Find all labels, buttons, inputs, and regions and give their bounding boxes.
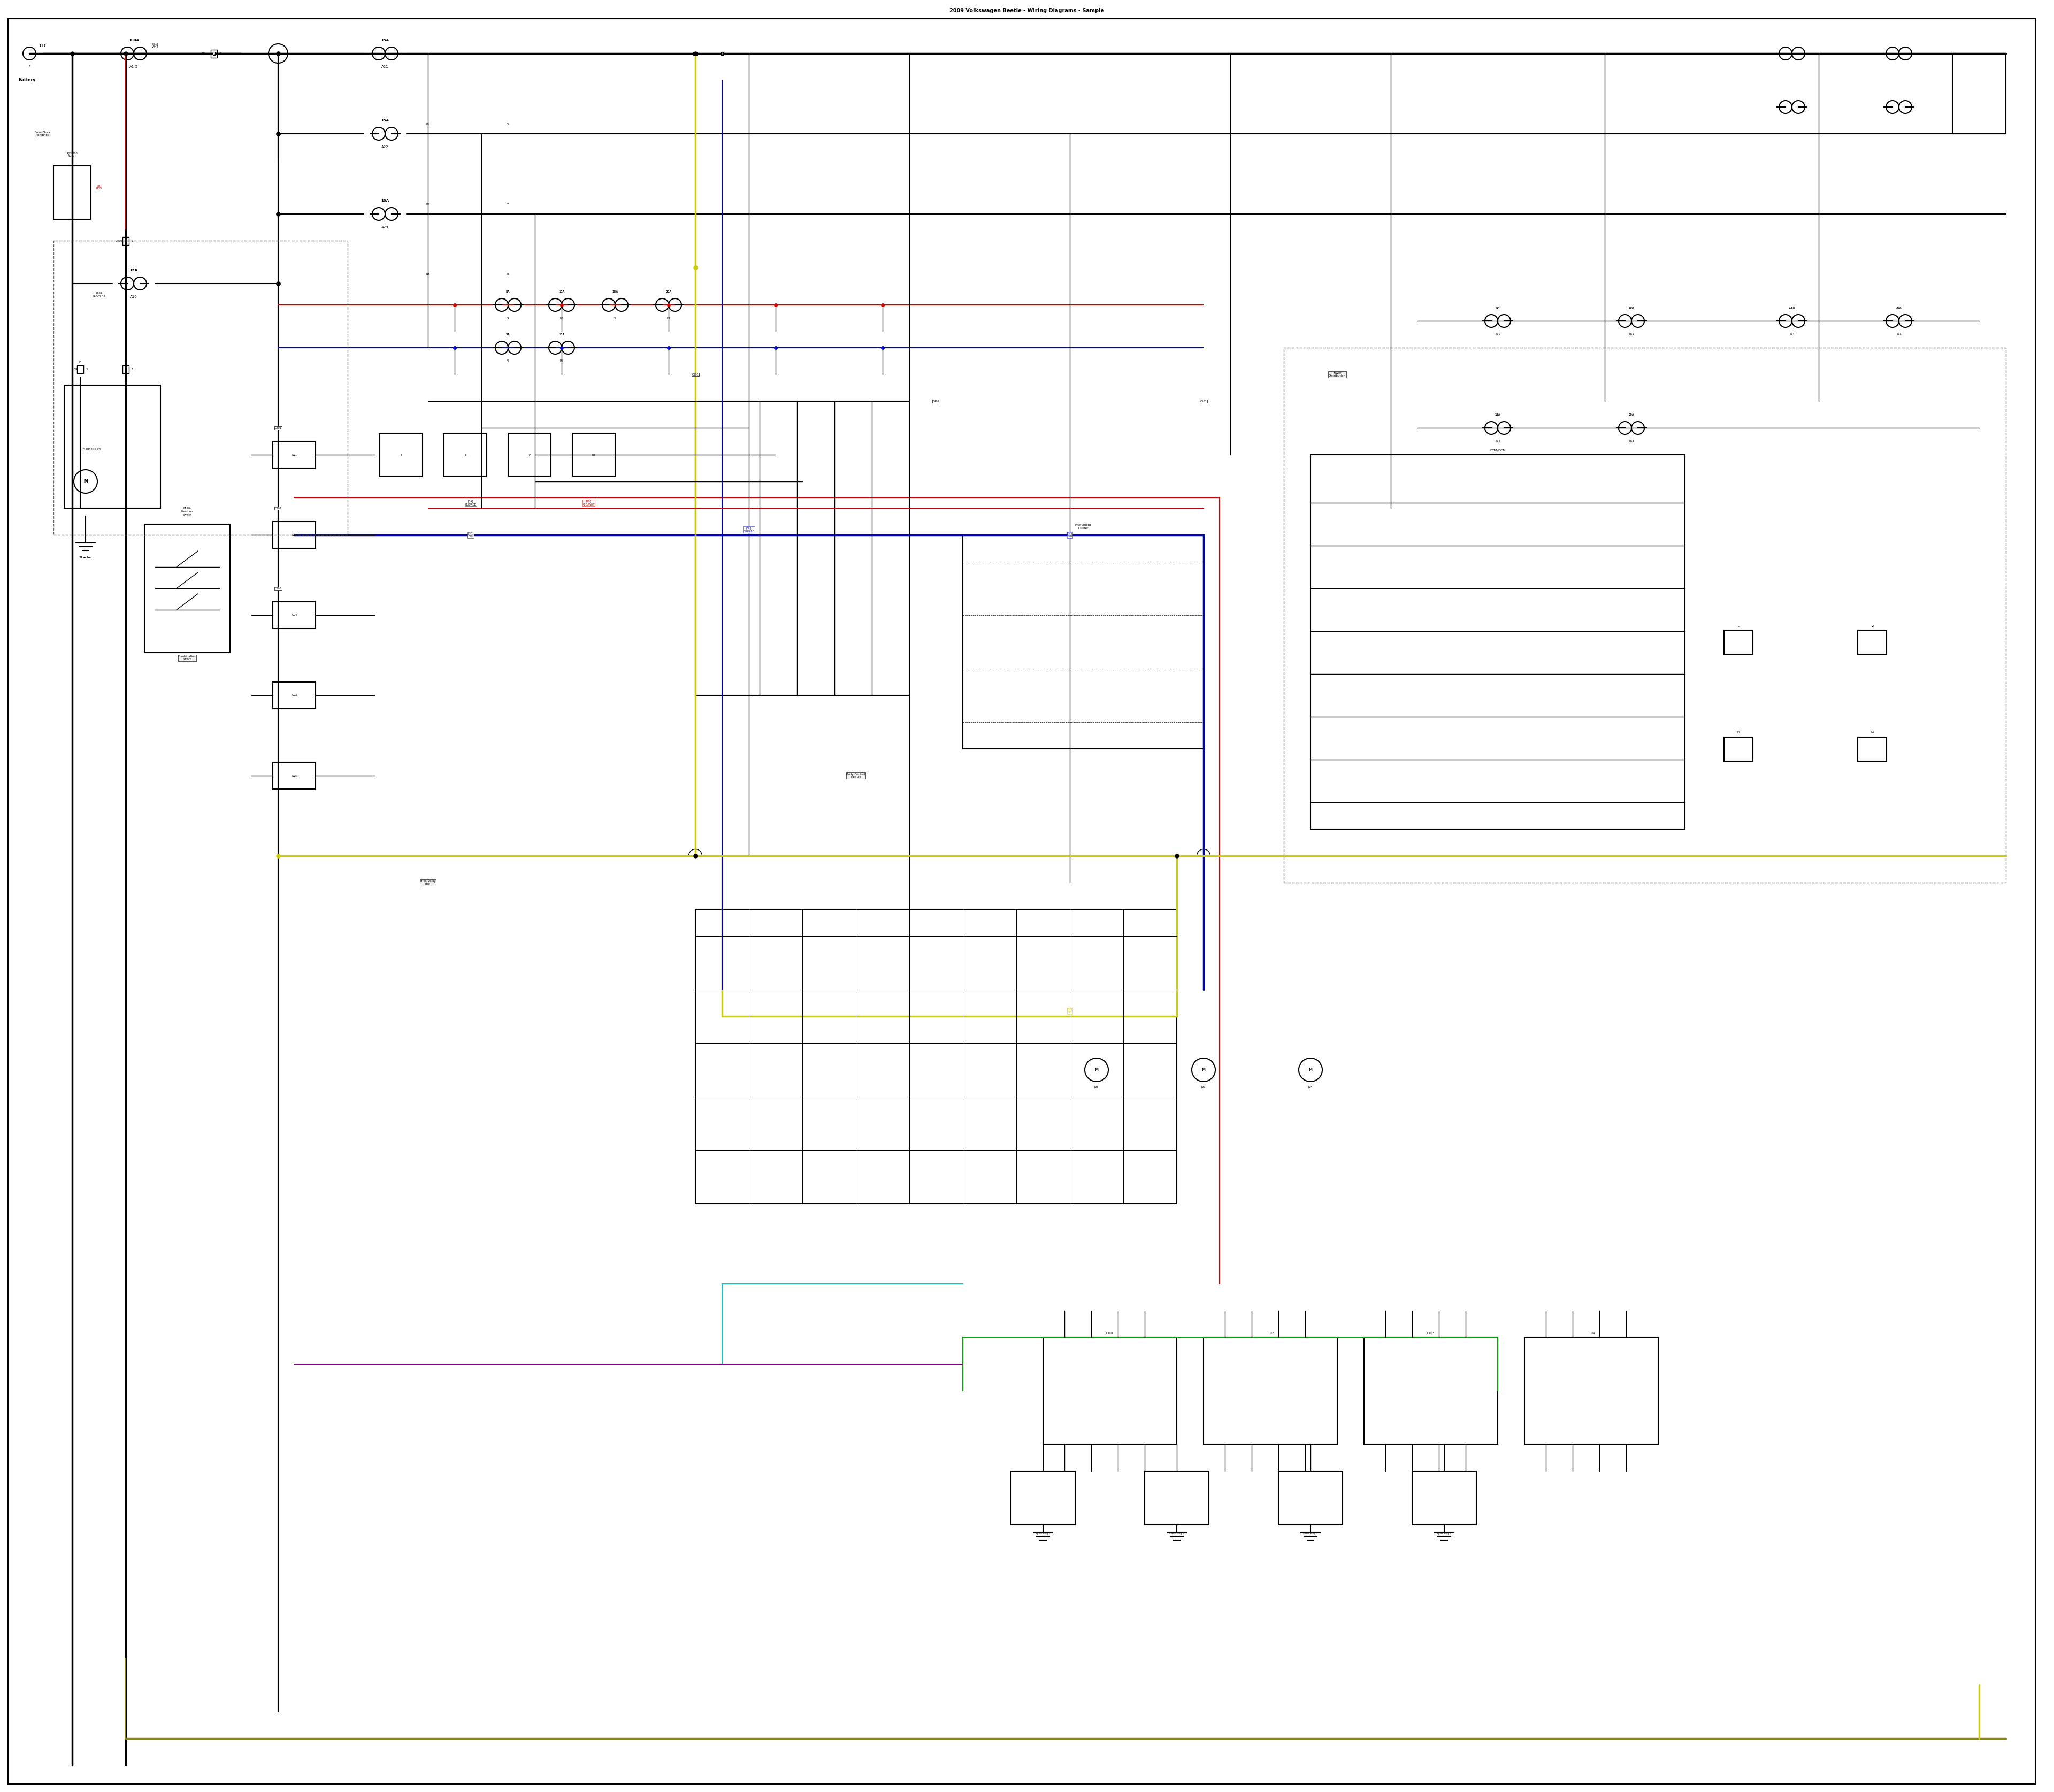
Text: F2: F2 — [561, 317, 563, 319]
Text: C501: C501 — [1200, 400, 1208, 403]
Text: Multi-
Function
Switch: Multi- Function Switch — [181, 507, 193, 516]
Text: [BF]
BLU: [BF] BLU — [1068, 532, 1072, 538]
Text: M: M — [1308, 1068, 1313, 1072]
Text: 15A: 15A — [612, 290, 618, 294]
Bar — [64, 385, 160, 509]
Bar — [1043, 1337, 1177, 1444]
Text: C201: C201 — [275, 426, 281, 430]
Text: 15A: 15A — [1495, 414, 1501, 416]
Bar — [273, 683, 316, 710]
Text: 20A: 20A — [1629, 414, 1635, 416]
Text: C301: C301 — [692, 373, 698, 376]
Text: S: S — [125, 360, 127, 364]
Text: A1-5: A1-5 — [129, 65, 138, 68]
Text: R4: R4 — [1871, 731, 1873, 735]
Text: 15A: 15A — [382, 118, 388, 122]
Text: (+): (+) — [39, 43, 45, 47]
Text: F1: F1 — [507, 317, 509, 319]
Text: [E1]
WHT: [E1] WHT — [152, 43, 158, 48]
Text: 15A: 15A — [382, 38, 388, 41]
Bar — [78, 366, 84, 373]
Text: Fuse/Relay
Box: Fuse/Relay Box — [419, 880, 435, 885]
Text: [BB]
RED/WHT: [BB] RED/WHT — [581, 500, 596, 505]
Text: B15: B15 — [1896, 333, 1902, 335]
Text: Spark Plug 3: Spark Plug 3 — [1302, 1532, 1319, 1534]
Text: SW2: SW2 — [292, 534, 298, 536]
Text: [BC]
BLU/RED: [BC] BLU/RED — [744, 527, 754, 532]
Bar — [1364, 1337, 1497, 1444]
Text: C104: C104 — [1588, 1331, 1596, 1335]
Bar — [696, 909, 1177, 1204]
Text: B6: B6 — [507, 272, 509, 276]
Text: SW4: SW4 — [292, 694, 298, 697]
Bar — [444, 434, 487, 477]
Text: B13: B13 — [1629, 439, 1635, 443]
Text: SW1: SW1 — [292, 453, 298, 455]
Text: B10: B10 — [1495, 333, 1499, 335]
Text: [BA]
BLK/RED: [BA] BLK/RED — [464, 500, 477, 505]
Text: M: M — [84, 478, 88, 484]
Text: B: B — [80, 360, 82, 364]
Text: B12: B12 — [1495, 439, 1499, 443]
Text: Battery: Battery — [18, 77, 35, 82]
Text: Power
Distribution: Power Distribution — [1329, 371, 1345, 378]
Text: Ignition
Switch: Ignition Switch — [68, 152, 78, 158]
Text: A22: A22 — [382, 145, 388, 149]
Text: C401: C401 — [933, 400, 939, 403]
Bar — [123, 237, 129, 246]
Text: R5: R5 — [398, 453, 403, 455]
Text: [BE]
YEL: [BE] YEL — [1066, 1009, 1072, 1014]
Text: A29: A29 — [382, 226, 388, 229]
Text: M: M — [1095, 1068, 1099, 1072]
Text: 5A: 5A — [1495, 306, 1499, 310]
Text: 10A: 10A — [559, 333, 565, 335]
Bar — [1953, 54, 2007, 134]
Text: T1: T1 — [201, 52, 205, 56]
Text: Spark Plug 2: Spark Plug 2 — [1169, 1532, 1183, 1534]
Bar — [1144, 1471, 1210, 1525]
Text: T4: T4 — [74, 367, 78, 371]
Text: 15A: 15A — [129, 269, 138, 272]
Text: Magnetic SW: Magnetic SW — [82, 448, 101, 450]
Text: F5: F5 — [507, 360, 509, 362]
Text: BCM/ECM: BCM/ECM — [1489, 450, 1506, 452]
Text: B3: B3 — [425, 272, 429, 276]
Text: F6: F6 — [561, 360, 563, 362]
Bar — [573, 434, 614, 477]
Text: R6: R6 — [464, 453, 466, 455]
Text: B14: B14 — [1789, 333, 1795, 335]
Text: F3: F3 — [614, 317, 616, 319]
Bar — [1413, 1471, 1477, 1525]
Text: Body Control
Module: Body Control Module — [846, 772, 865, 778]
Text: SW3: SW3 — [292, 615, 298, 616]
Bar — [273, 521, 316, 548]
Text: [EJ]
RED: [EJ] RED — [97, 185, 103, 190]
Bar — [1204, 1337, 1337, 1444]
Bar — [273, 762, 316, 788]
Text: 1: 1 — [86, 367, 88, 371]
Bar — [380, 434, 423, 477]
Bar — [1278, 1471, 1343, 1525]
Text: A16: A16 — [129, 296, 138, 299]
Text: B2: B2 — [425, 202, 429, 206]
Bar — [53, 240, 347, 536]
Text: [BD]
BLK: [BD] BLK — [468, 532, 474, 538]
Text: Instrument
Cluster: Instrument Cluster — [1074, 523, 1091, 530]
Text: [EE]
BLK/WHT: [EE] BLK/WHT — [92, 292, 105, 297]
Text: Spark Plug 4: Spark Plug 4 — [1438, 1532, 1452, 1534]
Text: 10A: 10A — [1629, 306, 1635, 310]
Text: 1: 1 — [131, 240, 134, 242]
Text: 30A: 30A — [1896, 306, 1902, 310]
Bar — [1723, 737, 1754, 762]
Text: 5A: 5A — [505, 333, 509, 335]
Text: C203: C203 — [275, 588, 281, 590]
Text: 5A: 5A — [505, 290, 509, 294]
Bar — [1723, 629, 1754, 654]
Text: R2: R2 — [1871, 625, 1873, 627]
Text: B1: B1 — [425, 124, 429, 125]
Text: 10A: 10A — [382, 199, 388, 202]
Bar — [507, 434, 550, 477]
Text: 7.5A: 7.5A — [1789, 306, 1795, 310]
Text: 2009 Volkswagen Beetle - Wiring Diagrams - Sample: 2009 Volkswagen Beetle - Wiring Diagrams… — [949, 7, 1105, 13]
Bar — [1011, 1471, 1074, 1525]
